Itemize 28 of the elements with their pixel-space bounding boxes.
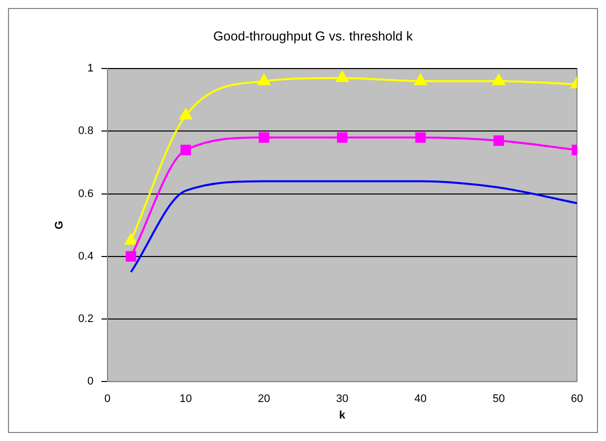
- point: [492, 74, 505, 86]
- point: [494, 135, 504, 146]
- y-tick-label: 0.2: [78, 313, 94, 326]
- line-series: [130, 180, 577, 274]
- x-tick-label: 50: [492, 393, 505, 406]
- x-tick-label: 20: [258, 393, 270, 406]
- y-tick-label: 0: [87, 376, 94, 388]
- point: [180, 144, 191, 156]
- y-tick-label: 1: [87, 62, 94, 75]
- point: [337, 132, 348, 143]
- point: [336, 70, 348, 82]
- point: [415, 132, 426, 143]
- point: [258, 74, 270, 86]
- point: [180, 108, 192, 120]
- point: [126, 251, 136, 262]
- x-tick-label: 30: [336, 393, 348, 406]
- y-tick-label: 0.4: [78, 250, 94, 262]
- x-axis-title: k: [339, 409, 346, 422]
- y-axis-title: G: [54, 220, 66, 230]
- x-tick-label: 60: [570, 393, 584, 406]
- x-tick-label: 0: [104, 393, 111, 406]
- x-tick-label: 40: [414, 393, 427, 406]
- x-tick-label: 10: [180, 393, 192, 406]
- y-tick-label: 0.6: [78, 188, 94, 200]
- point: [414, 74, 427, 86]
- chart-title: Good-throughput G vs. threshold k: [213, 28, 414, 44]
- y-tick-label: 0.8: [78, 125, 94, 138]
- point: [258, 132, 270, 143]
